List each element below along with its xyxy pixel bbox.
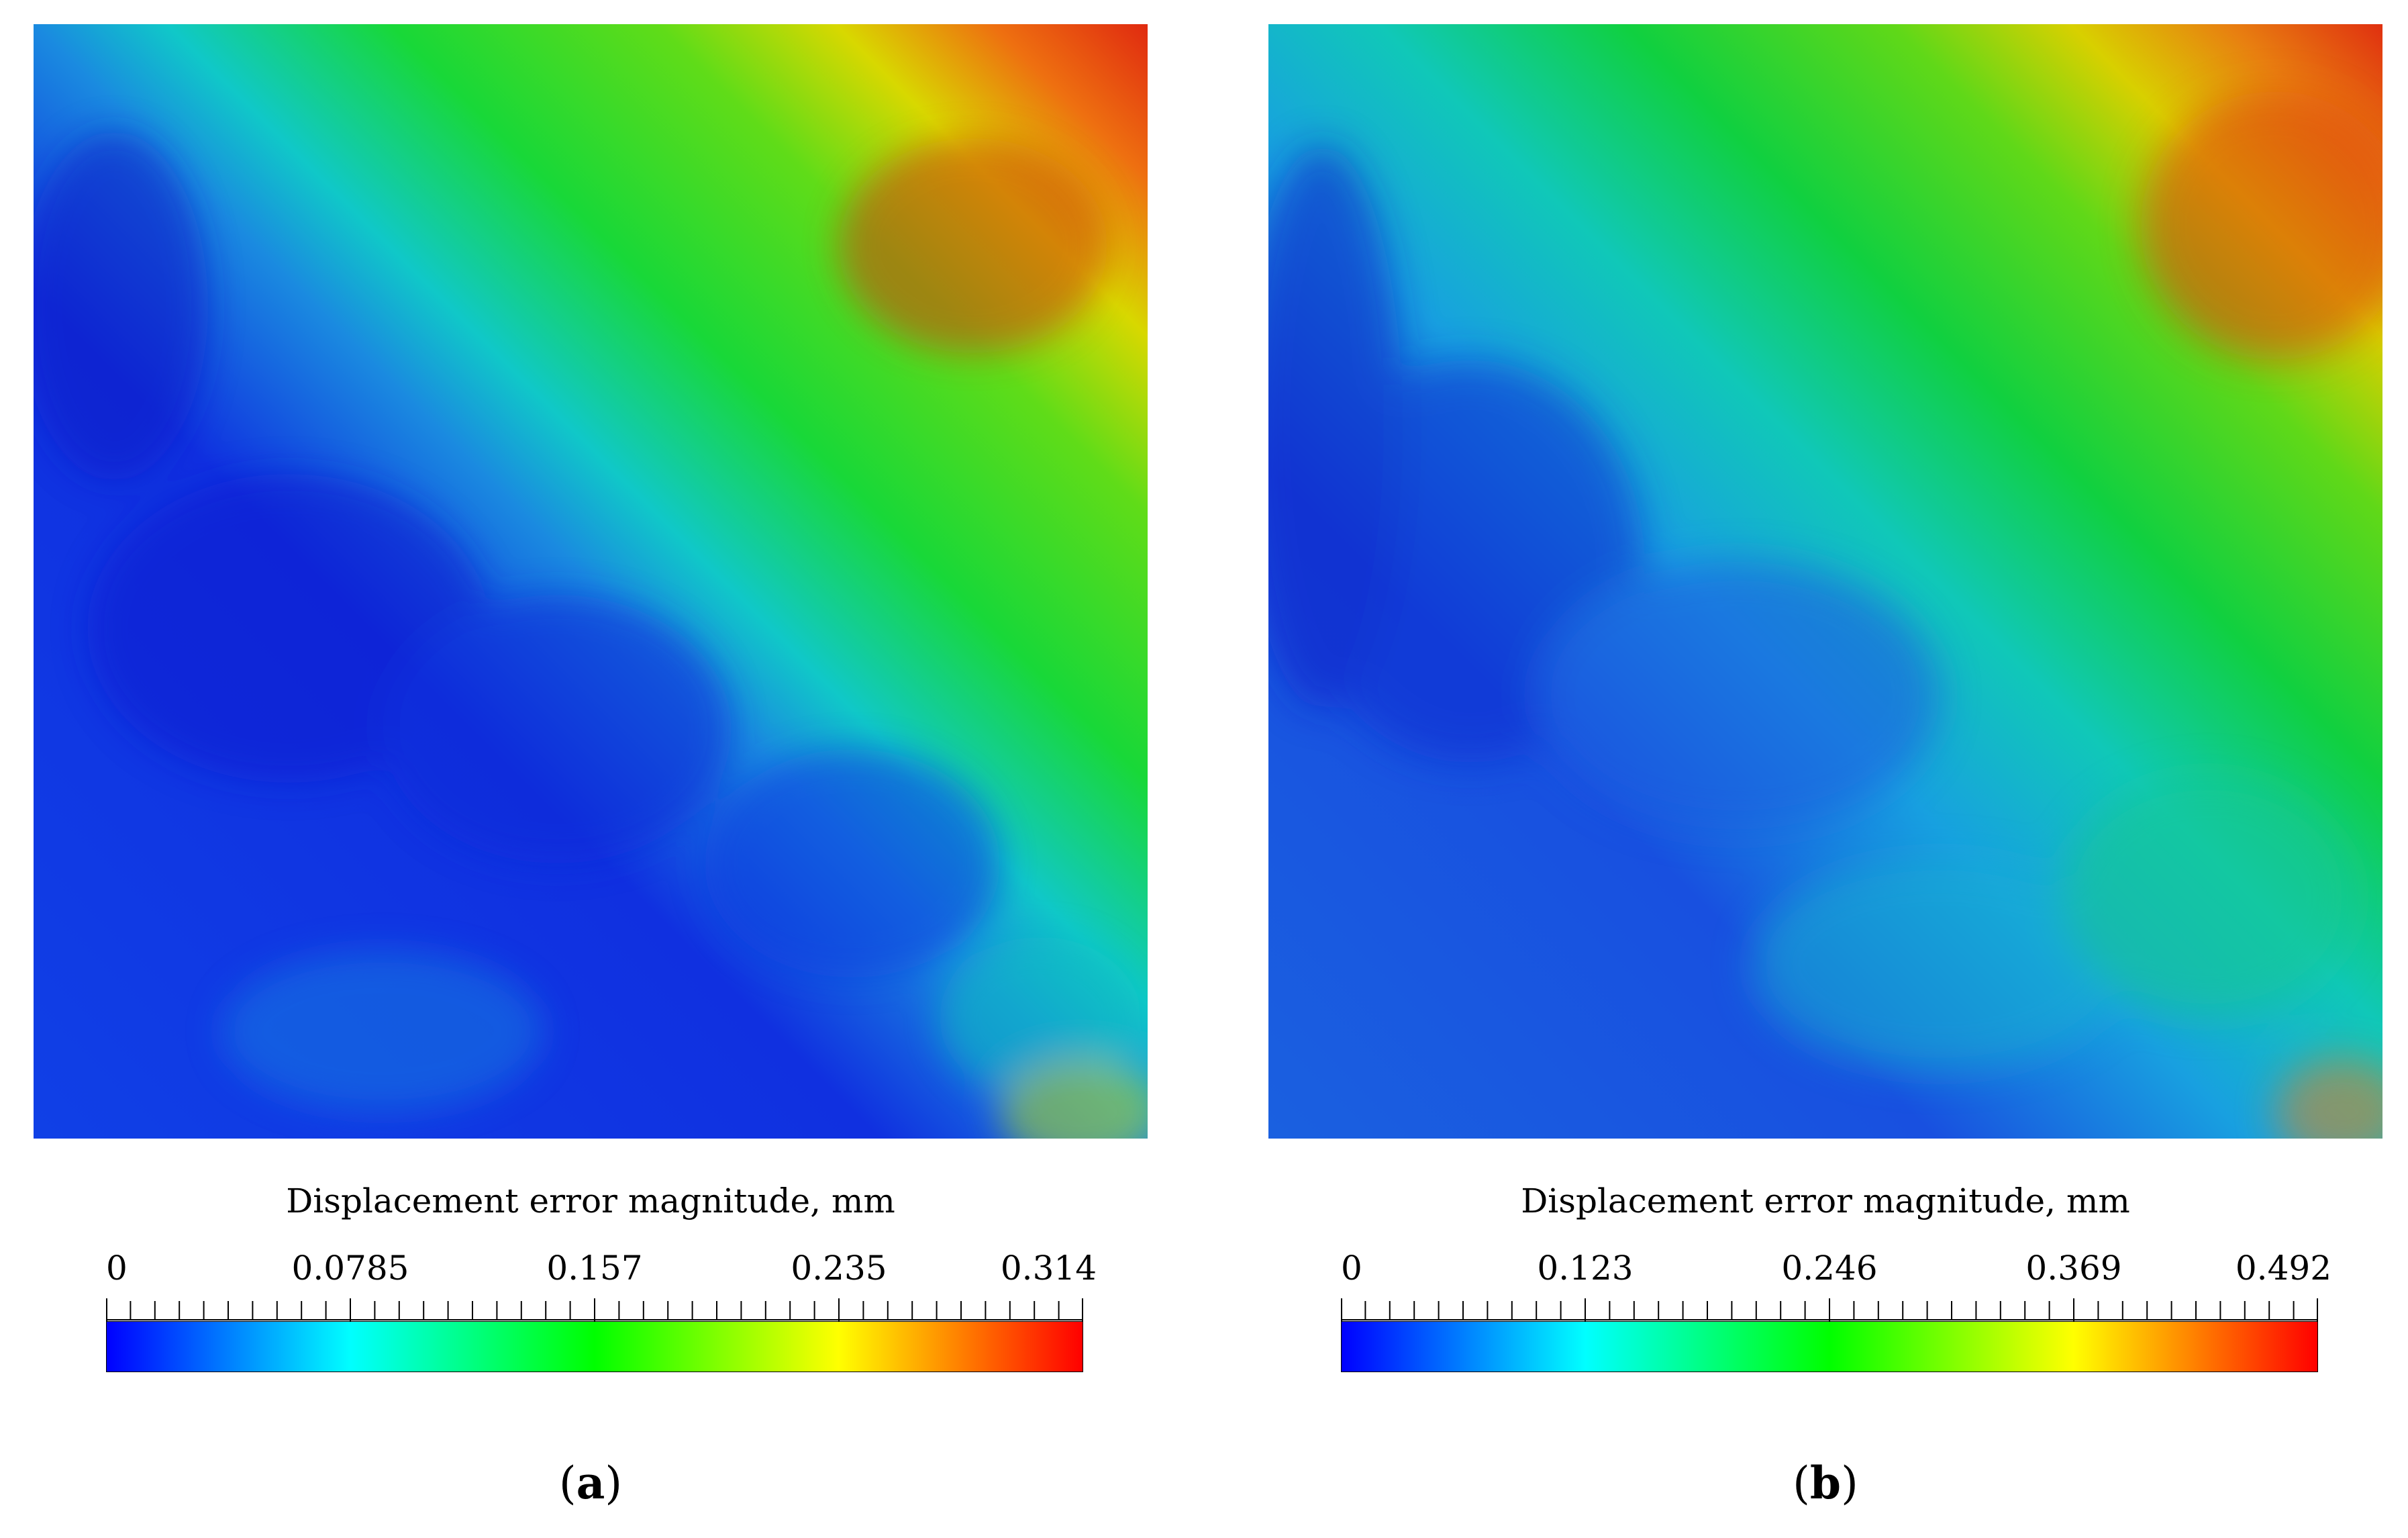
colorbar-tick-label: 0.0785 [291, 1249, 409, 1288]
colorbar-title-a: Displacement error magnitude, mm [286, 1182, 895, 1220]
panel-a: Displacement error magnitude, mm 0 0.078… [34, 0, 1174, 1538]
panel-b: Displacement error magnitude, mm 0 0.123… [1268, 0, 2408, 1538]
colorbar-tick-label: 0 [106, 1249, 128, 1288]
colorbar-a: 0 0.0785 0.157 0.235 0.314 [106, 1249, 1097, 1383]
colorbar-tick-label: 0 [1341, 1249, 1362, 1288]
displacement-error-field-b [1268, 24, 2382, 1139]
caption-a: (a) [558, 1457, 623, 1509]
colorbar-gradient-b [1341, 1321, 2318, 1372]
colorbar-tick-label: 0.314 [1000, 1249, 1097, 1288]
colorbar-gradient-a [106, 1321, 1083, 1372]
colorbar-tick-label: 0.235 [791, 1249, 887, 1288]
colorbar-tick-label: 0.369 [2025, 1249, 2122, 1288]
displacement-error-field-a [34, 24, 1148, 1139]
colorbar-ticks-a [106, 1298, 1083, 1336]
colorbar-title-b: Displacement error magnitude, mm [1521, 1182, 2130, 1220]
colorbar-tick-label: 0.123 [1537, 1249, 1634, 1288]
colorbar-tick-label: 0.157 [546, 1249, 643, 1288]
colorbar-tick-labels-a: 0 0.0785 0.157 0.235 0.314 [106, 1249, 1097, 1293]
colorbar-tick-label: 0.246 [1781, 1249, 1878, 1288]
colorbar-b: 0 0.123 0.246 0.369 0.492 [1341, 1249, 2331, 1383]
colorbar-tick-label: 0.492 [2235, 1249, 2331, 1288]
caption-b: (b) [1793, 1457, 1858, 1509]
colorbar-tick-labels-b: 0 0.123 0.246 0.369 0.492 [1341, 1249, 2331, 1293]
